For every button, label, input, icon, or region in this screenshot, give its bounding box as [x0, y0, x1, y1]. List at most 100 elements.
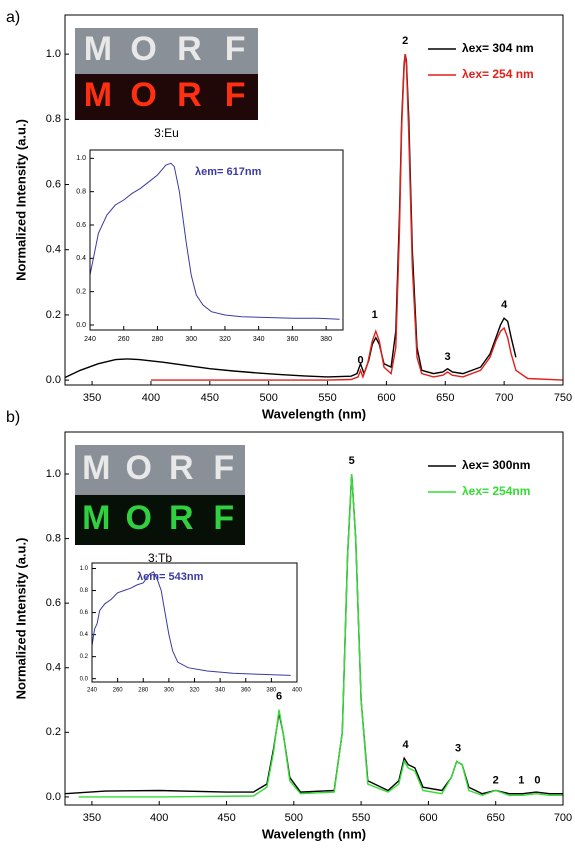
x-tick-label: 300: [164, 688, 175, 694]
y-axis-label: Normalized Intensity (a.u.): [13, 119, 28, 281]
peak-label: 3: [455, 742, 461, 754]
peak-label: 6: [276, 691, 282, 703]
photo-caption: 3:Eu: [154, 126, 179, 140]
peak-label: 1: [518, 775, 524, 787]
series-line: [150, 54, 563, 381]
y-tick-label: 0.6: [76, 222, 86, 229]
series-line: [92, 571, 291, 676]
x-tick-label: 400: [150, 812, 168, 824]
x-tick-label: 380: [320, 336, 332, 343]
panel-label: a): [6, 9, 20, 26]
y-tick-label: 0.8: [80, 588, 89, 594]
x-tick-label: 700: [495, 392, 513, 404]
x-tick-label: 260: [118, 336, 130, 343]
x-tick-label: 240: [87, 688, 98, 694]
photo-letter: F: [213, 499, 234, 537]
x-tick-label: 550: [352, 812, 370, 824]
x-tick-label: 650: [487, 812, 505, 824]
x-tick-label: 380: [266, 688, 277, 694]
legend-label: λex= 254 nm: [462, 67, 534, 81]
y-tick-label: 0.6: [46, 178, 61, 190]
y-tick-label: 0.0: [76, 322, 86, 329]
x-tick-label: 500: [259, 392, 277, 404]
photo-letter: O: [130, 76, 156, 114]
x-tick-label: 300: [185, 336, 197, 343]
y-tick-label: 0.2: [46, 726, 61, 738]
series-line: [90, 162, 340, 320]
peak-label: 4: [501, 299, 508, 311]
y-tick-label: 1.0: [80, 566, 89, 572]
photo-letter: R: [177, 30, 202, 68]
y-tick-label: 0.8: [46, 113, 61, 125]
photo-letter: O: [130, 30, 156, 68]
peak-label: 5: [349, 455, 355, 467]
y-tick-label: 0.0: [46, 374, 61, 386]
legend-label: λex= 300nm: [462, 458, 530, 472]
peak-label: 2: [402, 35, 408, 47]
panel-label: b): [6, 409, 20, 426]
x-tick-label: 600: [377, 392, 395, 404]
series-line: [78, 473, 563, 798]
x-axis-label: Wavelength (nm): [262, 406, 366, 421]
y-tick-label: 0.4: [80, 632, 89, 638]
photo-bottom: [75, 495, 245, 545]
y-tick-label: 0.6: [80, 610, 89, 616]
photo-letter: M: [84, 30, 112, 68]
inset-background: [92, 563, 297, 682]
y-tick-label: 0.0: [46, 791, 61, 803]
x-tick-label: 340: [253, 336, 265, 343]
axes-frame: [89, 149, 344, 331]
peak-label: 3: [445, 351, 451, 363]
x-tick-label: 450: [201, 392, 219, 404]
photo-top: [75, 28, 258, 74]
y-tick-label: 1.0: [76, 155, 86, 162]
photo-letter: F: [213, 449, 234, 487]
x-tick-label: 280: [152, 336, 164, 343]
inset-background: [90, 150, 343, 330]
photo-letter: R: [177, 76, 202, 114]
series-line: [65, 53, 517, 379]
x-tick-label: 280: [138, 688, 149, 694]
photo-letter: M: [84, 76, 112, 114]
photo-letter: R: [169, 449, 194, 487]
x-tick-label: 260: [113, 688, 124, 694]
photo-caption: 3:Tb: [148, 551, 172, 565]
y-tick-label: 0.4: [46, 662, 61, 674]
x-tick-label: 500: [285, 812, 303, 824]
y-tick-label: 0.6: [46, 597, 61, 609]
photo-letter: M: [82, 449, 110, 487]
y-tick-label: 0.2: [76, 289, 86, 296]
x-tick-label: 360: [287, 336, 299, 343]
y-tick-label: 0.2: [46, 309, 61, 321]
y-tick-label: 0.8: [76, 189, 86, 196]
inset-annotation: λem= 543nm: [137, 571, 204, 583]
peak-label: 4: [402, 739, 409, 751]
photo-letter: R: [169, 499, 194, 537]
axes-frame: [64, 14, 564, 386]
x-tick-label: 450: [217, 812, 235, 824]
photo-letter: F: [225, 76, 246, 114]
peak-label: 1: [372, 309, 378, 321]
photo-letter: F: [225, 30, 246, 68]
y-tick-label: 0.4: [46, 244, 61, 256]
x-tick-label: 350: [83, 392, 101, 404]
photo-letter: O: [126, 449, 152, 487]
peak-label: 0: [357, 354, 363, 366]
x-tick-label: 350: [83, 812, 101, 824]
x-tick-label: 550: [318, 392, 336, 404]
peak-label: 0: [534, 775, 540, 787]
x-tick-label: 320: [189, 688, 200, 694]
x-tick-label: 700: [554, 812, 572, 824]
x-axis-label: Wavelength (nm): [262, 826, 366, 841]
x-tick-label: 400: [292, 688, 303, 694]
photo-top: [75, 445, 245, 495]
x-tick-label: 240: [84, 336, 96, 343]
legend-label: λex= 304 nm: [462, 41, 534, 55]
y-axis-label: Normalized Intensity (a.u.): [13, 538, 28, 700]
photo-bottom: [75, 74, 258, 120]
x-tick-label: 650: [436, 392, 454, 404]
x-tick-label: 400: [142, 392, 160, 404]
x-tick-label: 360: [241, 688, 252, 694]
photo-letter: M: [82, 499, 110, 537]
